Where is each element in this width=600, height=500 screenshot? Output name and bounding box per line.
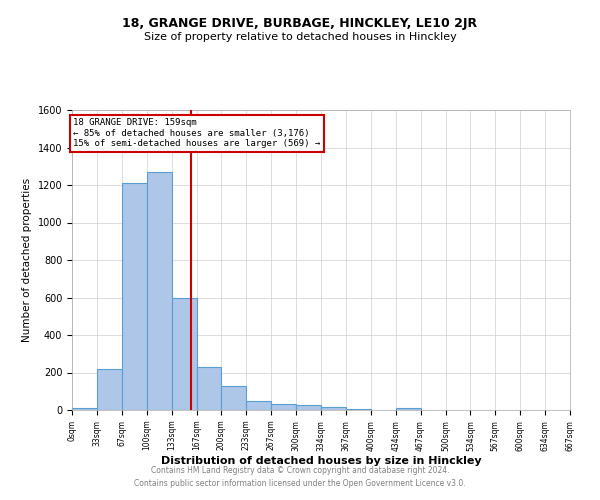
Text: 18, GRANGE DRIVE, BURBAGE, HINCKLEY, LE10 2JR: 18, GRANGE DRIVE, BURBAGE, HINCKLEY, LE1… (122, 18, 478, 30)
Bar (146, 172, 172, 410)
Bar (271, 404, 296, 410)
Bar (247, 401, 271, 410)
Bar (396, 408, 421, 410)
Bar (321, 407, 346, 410)
Bar (72, 408, 97, 410)
Bar (97, 369, 122, 410)
Text: Contains HM Land Registry data © Crown copyright and database right 2024.
Contai: Contains HM Land Registry data © Crown c… (134, 466, 466, 487)
Text: Size of property relative to detached houses in Hinckley: Size of property relative to detached ho… (143, 32, 457, 42)
Bar (122, 183, 147, 410)
Text: 18 GRANGE DRIVE: 159sqm
← 85% of detached houses are smaller (3,176)
15% of semi: 18 GRANGE DRIVE: 159sqm ← 85% of detache… (73, 118, 320, 148)
Bar (346, 409, 371, 410)
Bar (197, 367, 221, 410)
Y-axis label: Number of detached properties: Number of detached properties (22, 178, 32, 342)
Bar (172, 298, 197, 410)
Bar (296, 406, 321, 410)
X-axis label: Distribution of detached houses by size in Hinckley: Distribution of detached houses by size … (161, 456, 481, 466)
Bar (221, 386, 247, 410)
